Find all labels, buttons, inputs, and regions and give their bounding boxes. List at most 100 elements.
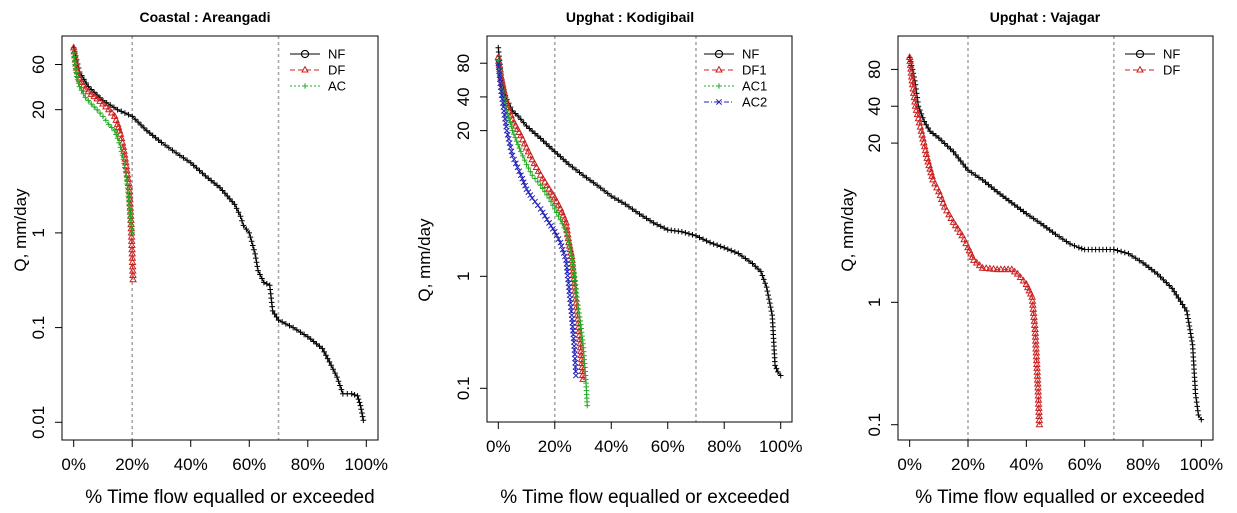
data-point — [566, 239, 572, 246]
data-point — [945, 210, 953, 218]
data-point — [976, 174, 982, 181]
data-point — [523, 161, 530, 168]
data-point — [176, 152, 183, 159]
data-point — [532, 163, 541, 170]
series-line — [909, 57, 1202, 420]
x-tick-label: 100% — [345, 455, 388, 474]
series-df1 — [494, 53, 587, 382]
y-tick-label: 0.01 — [29, 406, 48, 439]
data-point — [261, 279, 267, 286]
data-point — [568, 250, 574, 256]
data-point — [1014, 204, 1021, 210]
data-point — [1166, 282, 1173, 289]
data-point — [122, 110, 128, 116]
data-point — [125, 111, 132, 118]
data-point — [224, 193, 231, 199]
data-point — [239, 218, 245, 224]
data-point — [972, 172, 979, 178]
data-point — [1184, 311, 1191, 318]
data-point — [1059, 236, 1066, 242]
data-point — [536, 170, 545, 178]
data-point — [561, 253, 568, 260]
plot-frame — [486, 35, 793, 423]
data-point — [516, 168, 523, 175]
x-tick-label: 60% — [1068, 455, 1102, 474]
data-point — [356, 399, 363, 406]
data-point — [85, 97, 92, 104]
legend-marker — [302, 83, 308, 89]
data-point — [548, 222, 554, 229]
data-point — [117, 144, 124, 151]
legend-label: AC — [328, 79, 346, 94]
data-point — [208, 177, 215, 184]
data-point — [226, 196, 233, 202]
data-point — [255, 267, 261, 274]
data-point — [962, 164, 969, 170]
data-point — [279, 319, 285, 325]
data-point — [714, 242, 720, 248]
data-point — [940, 202, 949, 210]
data-point — [557, 239, 564, 246]
data-point — [739, 253, 745, 259]
data-point — [1011, 202, 1018, 208]
data-point — [953, 152, 959, 158]
data-point — [1019, 276, 1028, 284]
data-point — [211, 180, 217, 186]
data-point — [321, 349, 327, 355]
data-point — [540, 138, 547, 144]
y-tick-label: 1 — [454, 272, 473, 281]
data-point — [94, 106, 100, 113]
data-point — [114, 106, 121, 113]
x-axis-label: % Time flow equalled or exceeded — [915, 487, 1204, 508]
data-point — [93, 94, 101, 102]
data-point — [767, 304, 774, 310]
data-point — [527, 168, 534, 175]
data-point — [930, 130, 936, 137]
data-point — [1008, 200, 1015, 206]
data-point — [1177, 298, 1184, 305]
data-point — [993, 265, 1002, 273]
data-point — [555, 236, 562, 242]
data-point — [1031, 328, 1040, 336]
data-point — [1185, 315, 1191, 322]
data-point — [573, 166, 579, 173]
data-point — [539, 209, 546, 216]
data-point — [222, 190, 228, 197]
data-point — [1010, 267, 1019, 275]
data-point — [579, 374, 587, 382]
legend-label: NF — [328, 47, 345, 62]
data-point — [259, 275, 265, 282]
data-point — [523, 186, 530, 193]
data-point — [355, 396, 362, 402]
data-point — [544, 216, 550, 223]
x-tick-label: 0% — [897, 455, 922, 474]
data-point — [512, 110, 519, 117]
data-point — [555, 213, 562, 219]
data-point — [158, 139, 165, 146]
data-point — [328, 362, 334, 369]
data-point — [554, 151, 561, 157]
y-tick-label: 20 — [29, 100, 48, 119]
data-point — [217, 184, 223, 191]
data-point — [100, 113, 106, 120]
data-point — [1186, 323, 1193, 329]
data-point — [975, 261, 984, 269]
data-point — [554, 200, 563, 208]
data-point — [135, 119, 141, 125]
data-point — [357, 402, 364, 409]
data-point — [931, 179, 939, 187]
series-ac1 — [495, 57, 591, 409]
legend-label: DF1 — [742, 63, 767, 78]
panel-coastal-areangadi: Coastal : Areangadi Q, mm/day % Time flo… — [11, 9, 388, 508]
data-point — [237, 213, 244, 220]
data-point — [304, 333, 311, 340]
data-point — [929, 175, 937, 183]
data-point — [919, 114, 926, 121]
data-point — [1000, 193, 1006, 200]
data-point — [243, 226, 250, 232]
data-point — [584, 402, 591, 409]
data-point — [73, 73, 80, 80]
data-point — [933, 183, 941, 191]
data-point — [495, 57, 502, 64]
data-point — [1198, 416, 1205, 423]
